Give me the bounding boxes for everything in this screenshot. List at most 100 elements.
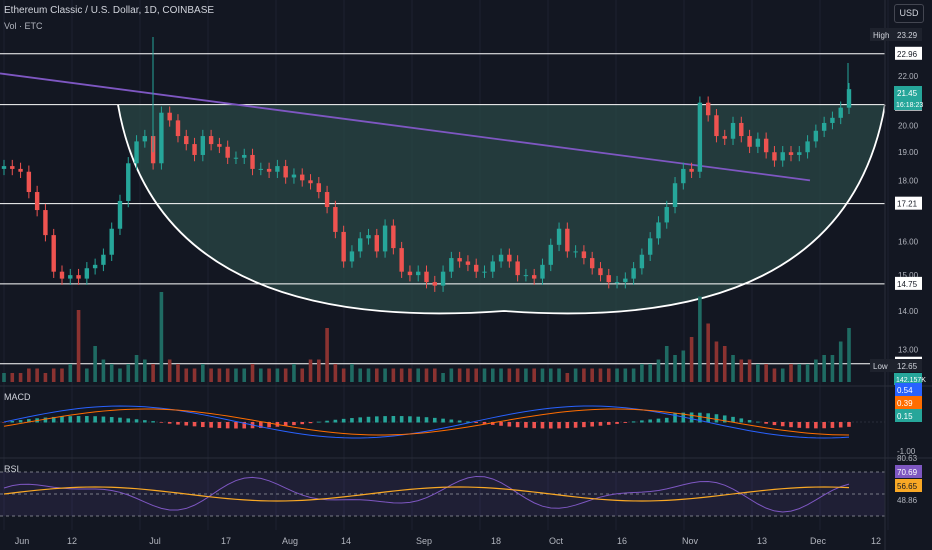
volume-bar xyxy=(325,328,329,382)
volume-bar xyxy=(507,368,512,382)
macd-histogram-bar xyxy=(689,412,694,423)
volume-bar xyxy=(747,359,752,382)
macd-histogram-bar xyxy=(167,422,172,424)
macd-histogram-bar xyxy=(325,420,329,423)
macd-histogram-bar xyxy=(515,422,520,428)
macd-histogram-bar xyxy=(408,416,412,423)
macd-histogram-bar xyxy=(225,422,230,429)
candle-body xyxy=(739,122,744,137)
macd-histogram-bar xyxy=(847,422,851,427)
macd-histogram-bar xyxy=(118,417,122,423)
candle-body xyxy=(349,251,355,262)
volume-bar xyxy=(797,364,802,382)
candle-body xyxy=(614,282,620,284)
currency-button[interactable]: USD xyxy=(894,4,924,23)
volume-value: 142.157K xyxy=(896,377,926,384)
candle-body xyxy=(498,254,504,262)
macd-histogram-bar xyxy=(615,422,619,424)
time-tick-label: 12 xyxy=(67,536,77,546)
volume-bar xyxy=(515,368,520,382)
volume-bar xyxy=(341,368,346,382)
volume-bar xyxy=(780,368,785,382)
volume-bar xyxy=(416,368,421,382)
candle-body xyxy=(117,200,123,229)
volume-bar xyxy=(540,368,545,382)
volume-bar xyxy=(524,368,528,382)
rsi-ma-value-badge-bg xyxy=(895,479,922,492)
volume-bar xyxy=(93,346,97,382)
volume-bar xyxy=(283,368,288,382)
volume-bar xyxy=(225,368,230,382)
macd-histogram-bar xyxy=(681,412,686,423)
macd-histogram-bar xyxy=(441,418,445,423)
macd-value-badge: 0.54 xyxy=(897,386,913,395)
rsi-label: RSI xyxy=(4,464,20,474)
price-tick-label: 20.00 xyxy=(898,122,919,131)
candle-body xyxy=(283,166,288,178)
candle-body xyxy=(705,102,711,116)
macd-histogram-bar xyxy=(722,415,727,423)
volume-bar xyxy=(350,364,354,382)
macd-histogram-bar xyxy=(582,422,586,428)
volume-bar xyxy=(2,373,6,382)
candle-body xyxy=(391,225,396,249)
volume-bar xyxy=(772,368,777,382)
candle-body xyxy=(647,238,653,255)
macd-histogram-bar xyxy=(424,417,429,423)
rsi-value-badge-bg xyxy=(895,465,922,478)
candle-body xyxy=(482,271,487,273)
volume-bar xyxy=(805,364,810,382)
candle-body xyxy=(772,152,777,161)
macd-histogram-bar xyxy=(797,422,802,428)
candle-body xyxy=(167,112,172,121)
macd-histogram-bar xyxy=(317,421,321,423)
candle-body xyxy=(432,282,437,286)
candle-body xyxy=(714,115,719,137)
volume-bar xyxy=(664,346,669,382)
volume-bar xyxy=(143,359,147,382)
candle-body xyxy=(490,261,495,272)
volume-bar xyxy=(466,368,470,382)
volume-bar xyxy=(764,364,768,382)
candle-body xyxy=(300,174,305,181)
macd-histogram-bar xyxy=(714,414,719,423)
symbol-title[interactable]: Ethereum Classic / U.S. Dollar, 1D, COIN… xyxy=(4,5,215,16)
volume-bar xyxy=(789,364,793,382)
candle-body xyxy=(788,152,794,155)
volume-bar xyxy=(814,359,818,382)
volume-bar xyxy=(209,368,213,382)
macd-histogram-bar xyxy=(780,422,785,427)
candle-body xyxy=(308,180,313,184)
macd-line xyxy=(3,405,850,439)
time-tick-label: Jun xyxy=(15,536,30,546)
volume-bar xyxy=(374,368,379,382)
candle-body xyxy=(523,275,529,277)
macd-histogram-bar xyxy=(548,422,553,429)
signal-value-badge-bg xyxy=(895,396,922,409)
macd-histogram-bar xyxy=(507,422,512,427)
macd-histogram-bar xyxy=(292,422,296,426)
price-tick-label: 22.00 xyxy=(898,72,919,81)
macd-histogram-bar xyxy=(134,419,139,423)
rsi-tick-label: 80.63 xyxy=(897,454,918,463)
volume-bar xyxy=(474,368,479,382)
price-tick-label: 14.00 xyxy=(898,307,919,316)
macd-histogram-bar xyxy=(490,422,495,425)
volume-bar xyxy=(383,368,387,382)
volume-bar xyxy=(101,359,106,382)
high-badge-bg xyxy=(870,28,922,41)
candle-body xyxy=(59,271,65,279)
macd-histogram-bar xyxy=(358,417,363,423)
candle-body xyxy=(747,136,752,147)
candle-body xyxy=(606,275,611,283)
volume-bar xyxy=(441,373,445,382)
candle-body xyxy=(573,251,578,253)
volume-bar xyxy=(640,364,644,382)
candle-body xyxy=(507,254,512,262)
rsi-value-badge: 70.69 xyxy=(897,468,918,477)
volume-bar xyxy=(267,368,271,382)
candle-body xyxy=(101,254,106,265)
macd-histogram-bar xyxy=(474,422,479,423)
macd-histogram-bar xyxy=(416,416,421,423)
signal-value-badge: 0.39 xyxy=(897,399,913,408)
